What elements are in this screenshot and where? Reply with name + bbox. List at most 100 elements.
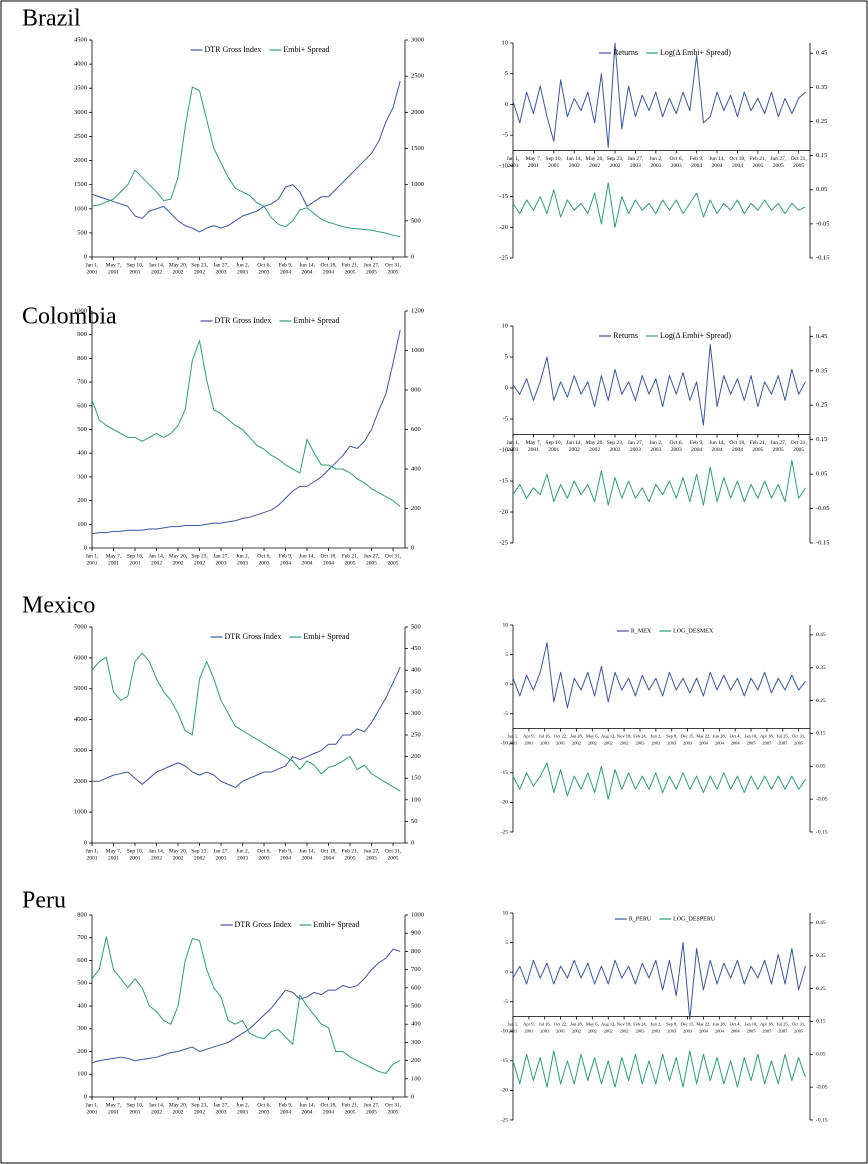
y-tick-label: 2000 [74,778,87,785]
x-tick-label: 2002 [620,741,629,746]
y-tick-label: 10 [503,622,509,628]
y2-tick-label: -0.15 [816,1117,828,1123]
y-tick-label: 800 [77,355,87,362]
y-tick-label: -25 [499,539,508,546]
x-tick-label: Jan 14, [149,1102,165,1108]
x-tick-label: 2001 [87,560,98,566]
y-tick-label: 5 [505,353,508,360]
x-tick-label: Sep 10, [546,156,563,162]
y-tick-label: -15 [501,770,509,776]
series-line [512,459,806,506]
y-tick-label: 0 [505,384,508,391]
x-tick-label: 2004 [323,269,334,275]
y2-tick-label: 1000 [411,911,424,918]
y-tick-label: 5 [505,940,508,946]
y2-tick-label: 400 [411,1021,421,1028]
x-tick-label: 2003 [650,163,661,169]
x-tick-label: Jun 28, [713,1022,726,1028]
legend-label: R_MEX [631,628,652,634]
x-tick-label: Feb 21, [342,553,359,559]
x-tick-label: 2003 [237,269,248,275]
x-tick-label: 2001 [130,560,141,566]
x-tick-label: Sep 8, [666,1022,677,1028]
y2-tick-label: 0 [411,544,414,551]
y-tick-label: 10 [502,39,509,46]
y-tick-label: 1500 [74,181,87,188]
y2-tick-label: 0.25 [816,698,826,704]
y-tick-label: 0 [84,253,87,260]
x-tick-label: 2003 [216,269,227,275]
y-tick-label: 0 [84,1093,87,1100]
series-line [512,344,806,426]
x-tick-label: 2003 [635,1029,645,1034]
series-line [512,642,806,709]
x-tick-label: Oct 31, [792,734,805,740]
x-tick-label: Jan 1, [86,262,99,268]
legend-label: LOG_DESMEX [673,628,714,634]
x-tick-label: Sep 10, [127,553,144,559]
x-tick-label: 2001 [108,855,119,861]
x-tick-label: Sep 23, [607,440,624,446]
y2-tick-label: 0.35 [816,953,826,959]
x-tick-label: 2003 [671,163,682,169]
x-tick-label: Jun 27, [770,440,787,446]
y2-tick-label: 50 [411,818,418,825]
x-tick-label: 2001 [509,1029,518,1034]
x-tick-label: 2001 [108,269,119,275]
y2-tick-label: 0.45 [816,632,826,638]
y-tick-label: 3500 [74,85,87,92]
legend-label: Embi+ Spread [293,316,339,325]
x-tick-label: Jun 2, [236,262,250,268]
y-tick-label: 0 [84,544,87,551]
y-tick-label: -5 [503,415,508,422]
x-tick-label: Oct 4, [730,1022,741,1028]
y2-tick-label: 350 [411,688,421,695]
y2-tick-label: 800 [411,948,421,955]
x-tick-label: 2002 [151,1109,162,1115]
x-tick-label: 2001 [556,741,565,746]
x-tick-label: Jan 10, [745,734,758,740]
x-tick-label: Feb 9, [279,848,293,854]
x-tick-label: 2005 [773,447,784,453]
x-tick-label: Jun 2, [650,1022,661,1028]
x-tick-label: Oct 31, [385,1102,402,1108]
x-tick-label: Jan 1, [508,1022,519,1028]
x-tick-label: Jan 1, [86,1102,99,1108]
y-tick-label: 100 [77,521,87,528]
x-tick-label: May 7, [526,156,542,162]
y-tick-label: 300 [77,473,87,480]
x-tick-label: Jan 14, [566,440,582,446]
x-tick-label: 2003 [651,1029,661,1034]
y-tick-label: 600 [77,402,87,409]
x-tick-label: Oct 18, [729,440,746,446]
x-tick-label: 2002 [588,741,597,746]
y-tick-label: 500 [77,229,87,236]
x-tick-label: 2005 [778,1029,788,1034]
x-tick-label: Oct 6, [670,156,684,162]
x-tick-label: 2002 [588,1029,597,1034]
y2-tick-label: 0 [411,253,414,260]
y-tick-label: 5000 [74,685,87,692]
x-tick-label: 2002 [173,560,184,566]
x-tick-label: Oct 18, [320,262,337,268]
x-tick-label: 2002 [604,1029,613,1034]
x-tick-label: 2001 [87,1109,98,1115]
x-tick-label: Jun 14, [299,262,316,268]
x-tick-label: 2003 [237,855,248,861]
x-tick-label: May 20, [169,848,188,854]
x-tick-label: 2004 [712,447,723,453]
x-tick-label: 2004 [732,447,743,453]
x-tick-label: 2003 [259,855,270,861]
y-tick-label: -15 [501,1058,509,1064]
y2-tick-label: -0.15 [816,539,830,546]
y-tick-label: -5 [503,711,508,717]
x-tick-label: Feb 24, [633,1022,647,1028]
x-tick-label: 2004 [715,1029,725,1034]
y2-tick-label: 0.15 [816,1019,826,1025]
x-tick-label: Sep 8, [666,734,677,740]
x-tick-label: Oct 22, [554,1022,567,1028]
y-tick-label: 600 [77,957,87,964]
x-tick-label: 2005 [366,560,377,566]
y2-tick-label: 0.25 [816,118,827,125]
